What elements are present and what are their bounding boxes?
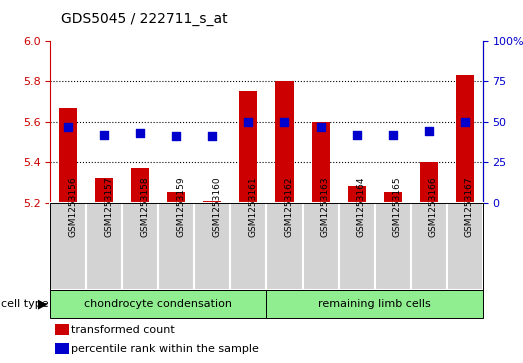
Text: GSM1253159: GSM1253159 <box>176 176 185 237</box>
Text: GSM1253166: GSM1253166 <box>429 176 438 237</box>
Point <box>136 130 144 136</box>
Bar <box>374 203 411 290</box>
Text: GSM1253156: GSM1253156 <box>68 176 77 237</box>
Point <box>100 132 108 138</box>
Bar <box>59 108 77 203</box>
Point <box>244 119 253 125</box>
Bar <box>50 203 86 290</box>
Bar <box>267 290 483 318</box>
Bar <box>122 203 158 290</box>
Text: GSM1253165: GSM1253165 <box>393 176 402 237</box>
Bar <box>203 200 221 203</box>
Text: GSM1253160: GSM1253160 <box>212 176 221 237</box>
Text: cell type: cell type <box>1 299 49 309</box>
Bar <box>267 203 302 290</box>
Bar <box>131 168 150 203</box>
Point <box>316 124 325 130</box>
Text: GSM1253167: GSM1253167 <box>465 176 474 237</box>
Bar <box>338 203 374 290</box>
Bar <box>50 290 267 318</box>
Text: GSM1253161: GSM1253161 <box>248 176 257 237</box>
Bar <box>411 203 447 290</box>
Bar <box>195 203 231 290</box>
Text: GSM1253158: GSM1253158 <box>140 176 150 237</box>
Bar <box>383 192 402 203</box>
Bar <box>276 81 293 203</box>
Bar <box>167 192 185 203</box>
Bar <box>348 186 366 203</box>
Text: percentile rank within the sample: percentile rank within the sample <box>71 344 259 354</box>
Bar <box>240 91 257 203</box>
Bar <box>86 203 122 290</box>
Bar <box>95 178 113 203</box>
Text: transformed count: transformed count <box>71 325 175 335</box>
Bar <box>447 203 483 290</box>
Text: GSM1253163: GSM1253163 <box>321 176 329 237</box>
Point <box>64 124 72 130</box>
Bar <box>231 203 267 290</box>
Text: GSM1253162: GSM1253162 <box>285 177 293 237</box>
Text: ▶: ▶ <box>38 297 48 310</box>
Point <box>425 129 433 134</box>
Text: GDS5045 / 222711_s_at: GDS5045 / 222711_s_at <box>61 12 228 26</box>
Bar <box>419 162 438 203</box>
Point <box>208 134 217 139</box>
Bar <box>456 76 474 203</box>
Point <box>353 132 361 138</box>
Bar <box>302 203 338 290</box>
Text: GSM1253164: GSM1253164 <box>357 177 366 237</box>
Bar <box>158 203 195 290</box>
Point <box>280 119 289 125</box>
Text: remaining limb cells: remaining limb cells <box>318 299 431 309</box>
Text: GSM1253157: GSM1253157 <box>104 176 113 237</box>
Point <box>461 119 469 125</box>
Bar <box>312 122 329 203</box>
Point <box>389 132 397 138</box>
Point <box>172 134 180 139</box>
Text: chondrocyte condensation: chondrocyte condensation <box>84 299 232 309</box>
